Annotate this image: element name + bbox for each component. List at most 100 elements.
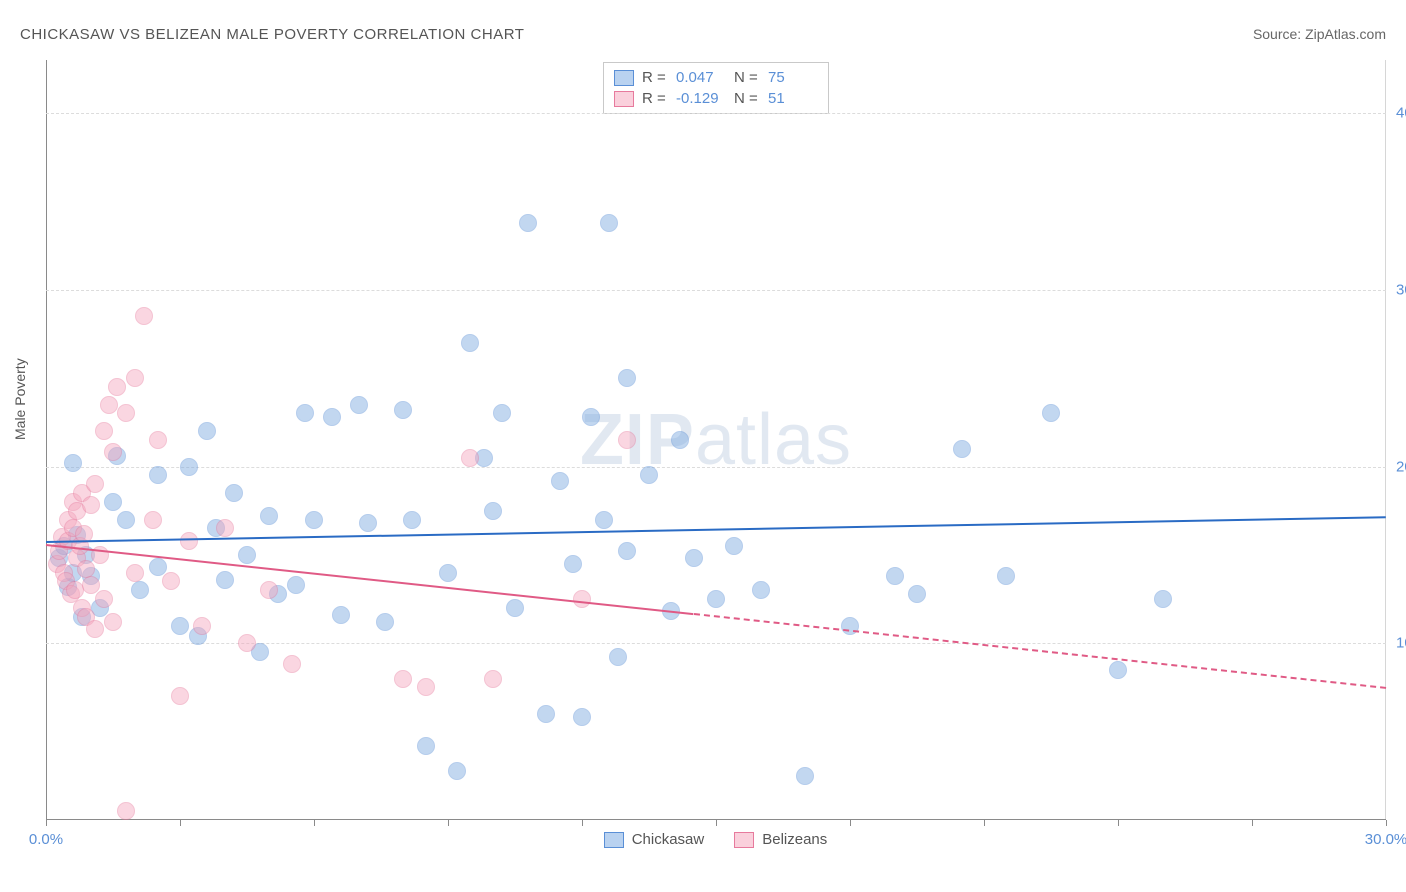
chart-frame: ZIPatlas R =0.047N =75R =-0.129N =51 10.… xyxy=(46,60,1386,820)
scatter-point xyxy=(448,762,466,780)
scatter-point xyxy=(260,581,278,599)
scatter-point xyxy=(600,214,618,232)
scatter-point xyxy=(162,572,180,590)
scatter-point xyxy=(461,449,479,467)
scatter-point xyxy=(287,576,305,594)
scatter-point xyxy=(618,369,636,387)
scatter-point xyxy=(376,613,394,631)
scatter-point xyxy=(108,378,126,396)
scatter-point xyxy=(131,581,149,599)
scatter-point xyxy=(394,670,412,688)
x-tick xyxy=(1252,820,1253,826)
scatter-point xyxy=(394,401,412,419)
scatter-point xyxy=(618,431,636,449)
plot-area: ZIPatlas R =0.047N =75R =-0.129N =51 10.… xyxy=(46,60,1386,820)
scatter-point xyxy=(117,802,135,820)
y-tick-label: 20.0% xyxy=(1396,458,1406,475)
scatter-point xyxy=(64,454,82,472)
scatter-point xyxy=(95,422,113,440)
x-tick xyxy=(448,820,449,826)
x-tick xyxy=(716,820,717,826)
scatter-point xyxy=(82,496,100,514)
header-bar: CHICKASAW VS BELIZEAN MALE POVERTY CORRE… xyxy=(20,20,1386,48)
scatter-point xyxy=(193,617,211,635)
scatter-point xyxy=(86,475,104,493)
scatter-point xyxy=(117,511,135,529)
gridline-h xyxy=(46,113,1386,114)
scatter-point xyxy=(180,532,198,550)
scatter-point xyxy=(238,546,256,564)
scatter-point xyxy=(403,511,421,529)
gridline-h xyxy=(46,467,1386,468)
scatter-point xyxy=(439,564,457,582)
scatter-point xyxy=(104,443,122,461)
scatter-point xyxy=(1042,404,1060,422)
scatter-point xyxy=(506,599,524,617)
scatter-point xyxy=(671,431,689,449)
scatter-point xyxy=(1109,661,1127,679)
legend-R-value: -0.129 xyxy=(676,90,726,107)
legend-stats-row: R =0.047N =75 xyxy=(614,67,818,88)
scatter-point xyxy=(595,511,613,529)
scatter-point xyxy=(573,590,591,608)
legend-R-label: R = xyxy=(642,69,668,86)
x-tick xyxy=(180,820,181,826)
scatter-point xyxy=(100,396,118,414)
y-axis-title: Male Poverty xyxy=(12,358,28,440)
chart-title: CHICKASAW VS BELIZEAN MALE POVERTY CORRE… xyxy=(20,26,524,43)
scatter-point xyxy=(104,493,122,511)
scatter-point xyxy=(640,466,658,484)
y-tick-label: 40.0% xyxy=(1396,105,1406,122)
scatter-point xyxy=(126,369,144,387)
scatter-point xyxy=(484,502,502,520)
scatter-point xyxy=(359,514,377,532)
scatter-point xyxy=(225,484,243,502)
scatter-point xyxy=(417,678,435,696)
legend-N-value: 75 xyxy=(768,69,818,86)
scatter-point xyxy=(886,567,904,585)
legend-bottom: Chickasaw Belizeans xyxy=(46,831,1385,848)
scatter-point xyxy=(609,648,627,666)
legend-item: Belizeans xyxy=(734,831,827,848)
scatter-point xyxy=(582,408,600,426)
legend-stats-row: R =-0.129N =51 xyxy=(614,88,818,109)
scatter-point xyxy=(296,404,314,422)
scatter-point xyxy=(1154,590,1172,608)
scatter-point xyxy=(953,440,971,458)
x-tick xyxy=(984,820,985,826)
scatter-point xyxy=(149,558,167,576)
legend-stats-box: R =0.047N =75R =-0.129N =51 xyxy=(603,62,829,114)
scatter-point xyxy=(417,737,435,755)
scatter-point xyxy=(332,606,350,624)
source-label: Source: ZipAtlas.com xyxy=(1253,26,1386,42)
legend-swatch xyxy=(614,91,634,107)
scatter-point xyxy=(551,472,569,490)
scatter-point xyxy=(104,613,122,631)
scatter-point xyxy=(126,564,144,582)
scatter-point xyxy=(135,307,153,325)
scatter-point xyxy=(796,767,814,785)
scatter-point xyxy=(618,542,636,560)
scatter-point xyxy=(171,687,189,705)
legend-item: Chickasaw xyxy=(604,831,705,848)
scatter-point xyxy=(95,590,113,608)
scatter-point xyxy=(484,670,502,688)
scatter-point xyxy=(180,458,198,476)
legend-swatch xyxy=(614,70,634,86)
legend-R-value: 0.047 xyxy=(676,69,726,86)
scatter-point xyxy=(707,590,725,608)
legend-swatch xyxy=(734,832,754,848)
scatter-point xyxy=(260,507,278,525)
scatter-point xyxy=(564,555,582,573)
scatter-point xyxy=(238,634,256,652)
x-tick xyxy=(314,820,315,826)
scatter-point xyxy=(997,567,1015,585)
scatter-point xyxy=(908,585,926,603)
scatter-point xyxy=(573,708,591,726)
gridline-h xyxy=(46,290,1386,291)
scatter-point xyxy=(86,620,104,638)
x-tick xyxy=(582,820,583,826)
legend-R-label: R = xyxy=(642,90,668,107)
scatter-point xyxy=(283,655,301,673)
scatter-point xyxy=(461,334,479,352)
